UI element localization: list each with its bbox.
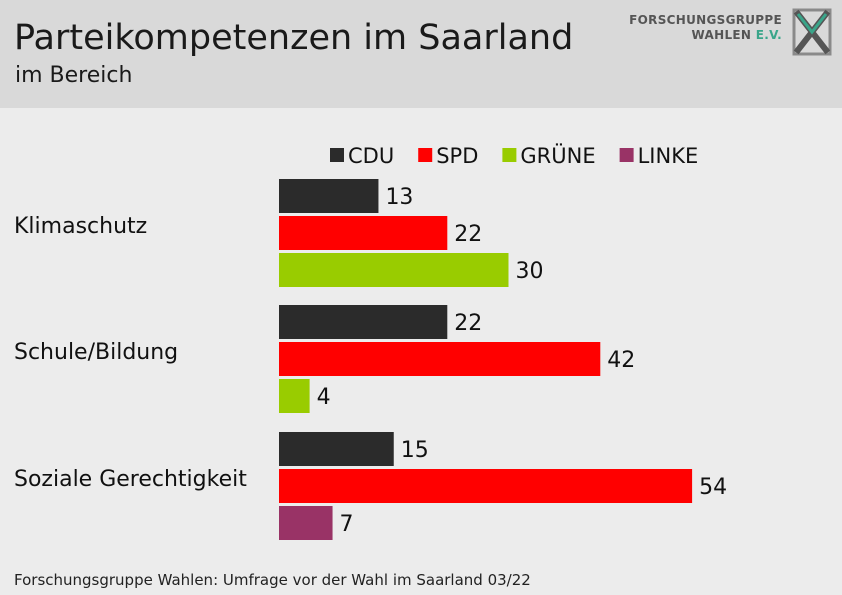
bar-value-0-0: 13 xyxy=(385,185,413,210)
legend-swatch-0 xyxy=(330,148,344,162)
legend-swatch-1 xyxy=(418,148,433,162)
bar-value-1-1: 42 xyxy=(607,348,635,373)
legend-swatch-2 xyxy=(502,148,517,162)
bar-1-0 xyxy=(279,305,448,339)
category-label-0: Klimaschutz xyxy=(14,214,147,239)
bar-value-0-1: 22 xyxy=(454,222,482,247)
bar-value-1-2: 4 xyxy=(317,385,331,410)
logo-ev: E.V. xyxy=(755,28,782,42)
logo: FORSCHUNGSGRUPPE WAHLEN E.V. xyxy=(604,8,834,56)
bar-0-2 xyxy=(279,253,509,287)
bar-1-1 xyxy=(279,342,601,376)
legend-label-1: SPD xyxy=(436,144,478,168)
bar-1-2 xyxy=(279,379,310,413)
logo-line-2: WAHLEN E.V. xyxy=(629,28,782,43)
bar-value-2-0: 15 xyxy=(401,438,429,463)
bar-0-0 xyxy=(279,179,379,213)
legend-swatch-3 xyxy=(619,148,634,162)
legend-label-2: GRÜNE xyxy=(520,143,595,168)
bar-value-1-0: 22 xyxy=(454,311,482,336)
logo-text: FORSCHUNGSGRUPPE WAHLEN E.V. xyxy=(629,13,782,43)
header: Parteikompetenzen im Saarland im Bereich… xyxy=(0,0,842,108)
bar-value-2-2: 7 xyxy=(340,512,354,537)
chart-title: Parteikompetenzen im Saarland xyxy=(14,18,574,58)
bar-2-0 xyxy=(279,432,394,466)
bar-chart: CDU SPD GRÜNE LINKE Klimaschutz 13 22 30 Schule/… xyxy=(14,143,727,540)
bar-value-0-2: 30 xyxy=(516,259,544,284)
legend-label-3: LINKE xyxy=(638,144,699,168)
source-note: Forschungsgruppe Wahlen: Umfrage vor der… xyxy=(14,571,531,589)
legend-label-0: CDU xyxy=(348,144,394,168)
bar-2-1 xyxy=(279,469,693,503)
logo-line-1: FORSCHUNGSGRUPPE xyxy=(629,13,782,27)
bar-2-2 xyxy=(279,506,333,540)
chart-subtitle: im Bereich xyxy=(15,63,133,88)
category-label-1: Schule/Bildung xyxy=(14,340,178,365)
logo-line-2-word: WAHLEN xyxy=(691,28,752,42)
bar-value-2-1: 54 xyxy=(699,475,727,500)
logo-x-icon xyxy=(792,8,832,56)
category-label-2: Soziale Gerechtigkeit xyxy=(14,467,247,492)
bar-0-1 xyxy=(279,216,448,250)
